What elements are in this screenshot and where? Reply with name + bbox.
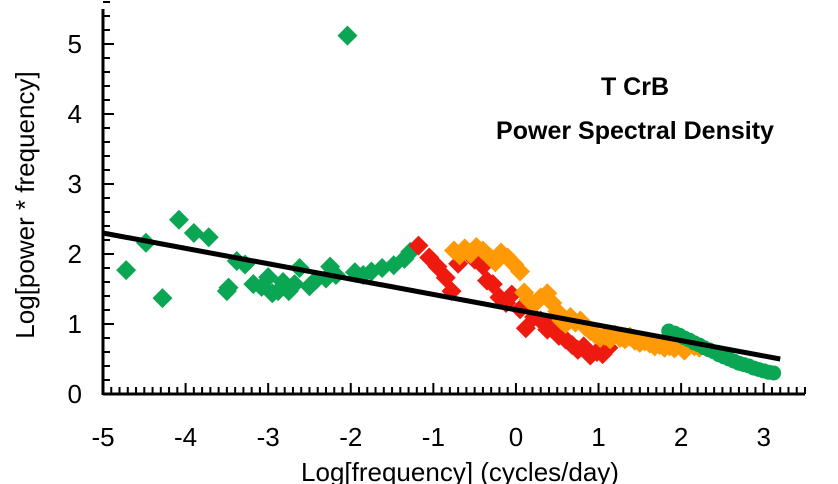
x-tick-label: -1 (422, 422, 445, 452)
data-point (448, 253, 469, 274)
x-tick-label: 2 (674, 422, 688, 452)
chart-subtitle: Power Spectral Density (496, 117, 774, 145)
y-tick-label: 0 (68, 379, 82, 409)
x-tick-label: -5 (91, 422, 114, 452)
chart-title: T CrB (601, 73, 669, 101)
data-point (284, 274, 305, 295)
data-point (408, 235, 429, 256)
data-point (218, 277, 239, 298)
data-point (152, 288, 173, 309)
y-tick-label: 3 (68, 169, 82, 199)
data-point (116, 260, 137, 281)
x-tick-label: -3 (257, 422, 280, 452)
trend-line (102, 230, 781, 362)
y-tick-label: 1 (68, 309, 82, 339)
x-tick-label: 1 (591, 422, 605, 452)
data-marks (116, 25, 782, 381)
axes: -5 -4 -3 -2 -1 0 1 2 3 0 1 2 3 4 5 (68, 1, 806, 452)
x-tick-label: 3 (756, 422, 770, 452)
x-tick-label: 0 (509, 422, 523, 452)
x-tick-label: -4 (174, 422, 197, 452)
y-tick-label: 5 (68, 29, 82, 59)
data-point (337, 25, 358, 46)
data-point (198, 227, 219, 248)
x-tick-label: -2 (339, 422, 362, 452)
y-tick-label: 4 (68, 99, 82, 129)
data-point (766, 365, 782, 381)
data-point (497, 247, 518, 268)
x-axis-title: Log[frequency] (cycles/day) (301, 457, 619, 484)
data-point (168, 209, 189, 230)
data-point (510, 261, 531, 282)
y-axis-title: Log[power * frequency] (10, 71, 40, 338)
y-tick-label: 2 (68, 239, 82, 269)
data-point (501, 284, 522, 305)
data-point (183, 223, 204, 243)
